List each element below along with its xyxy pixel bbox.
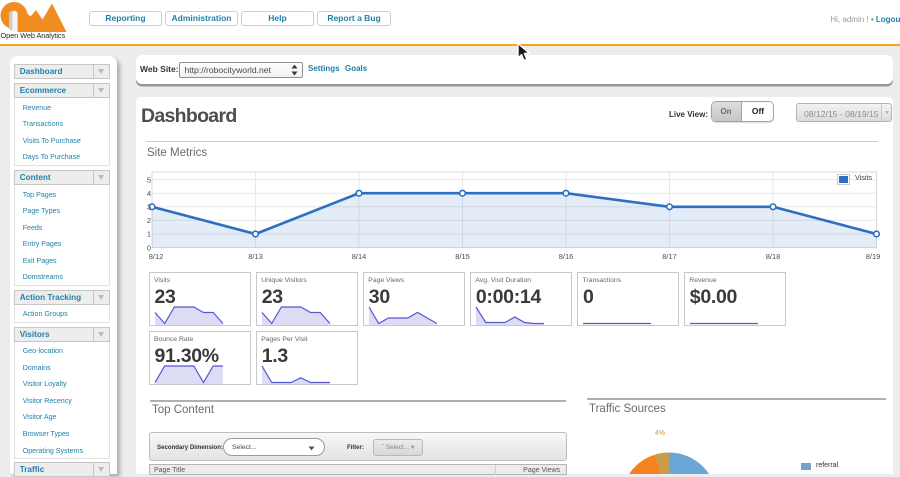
svg-text:8/12: 8/12: [149, 252, 164, 260]
svg-text:8/17: 8/17: [662, 252, 677, 260]
svg-text:8/18: 8/18: [766, 252, 781, 260]
svg-text:0: 0: [147, 243, 151, 252]
svg-text:5: 5: [147, 175, 151, 184]
svg-text:8/13: 8/13: [248, 252, 263, 260]
svg-text:8/19: 8/19: [866, 252, 881, 260]
svg-text:2: 2: [147, 216, 151, 225]
svg-text:4: 4: [147, 189, 151, 198]
svg-text:3: 3: [147, 203, 151, 212]
svg-text:1: 1: [147, 230, 151, 239]
svg-text:8/15: 8/15: [455, 252, 470, 260]
svg-text:8/14: 8/14: [352, 252, 367, 260]
svg-text:8/16: 8/16: [559, 252, 574, 260]
